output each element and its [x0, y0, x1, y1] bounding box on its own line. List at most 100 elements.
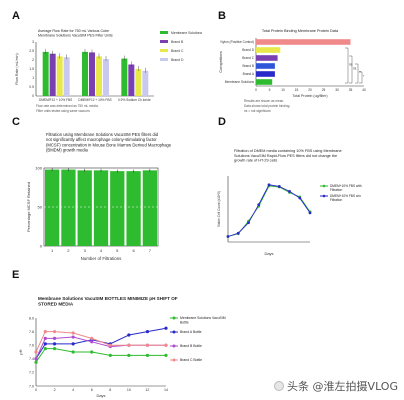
chart-a-legend-label: Brand C — [171, 49, 184, 53]
chart-d-xlabel: Days — [264, 251, 273, 256]
chart-e-legend-label: Brand B Bottle — [180, 344, 202, 348]
chart-e-point — [71, 350, 75, 354]
chart-e-point — [164, 326, 168, 330]
chart-a-subtitle: Membrane Solutions VacuSIM PES Filter Un… — [38, 34, 113, 38]
chart-c-bar — [61, 169, 76, 246]
chart-d-point — [226, 235, 230, 238]
chart-e-xlabel: Days — [96, 393, 105, 398]
chart-e-xtick: 10 — [127, 388, 131, 392]
chart-b-xtick: 40 — [362, 88, 366, 92]
chart-b-bracket — [359, 71, 363, 84]
chart-e-point — [43, 336, 47, 340]
chart-a-bar — [96, 56, 102, 96]
chart-b-annotation: ns — [353, 67, 357, 71]
chart-b-xtick: 10 — [281, 88, 285, 92]
chart-a-bar — [121, 58, 128, 96]
chart-a-bar — [56, 56, 63, 96]
chart-e-xtick: 8 — [109, 388, 111, 392]
chart-e-point — [71, 331, 75, 335]
chart-c-ylabel: Percentage MCSF Retained — [26, 182, 31, 232]
chart-d-series-line — [227, 185, 311, 237]
chart-e-ytick: 7.8 — [29, 330, 34, 334]
chart-c-title: Filtration using Membrane Solutions Vacu… — [46, 132, 172, 153]
chart-a-bar — [82, 51, 88, 96]
chart-a-ytick: 0 — [32, 94, 34, 98]
chart-c-bar — [45, 169, 60, 246]
chart-e-point — [43, 342, 47, 346]
chart-b-ylabel: Competitors — [218, 51, 223, 73]
chart-e-ytick: 7.4 — [29, 357, 34, 361]
chart-a-legend-label: Brand D — [171, 58, 184, 62]
chart-e-ytick: 7.2 — [29, 371, 34, 375]
chart-d-point — [288, 190, 291, 193]
chart-b-title: Total Protein Binding Membrane Protein D… — [262, 29, 339, 33]
chart-e: Membrane Solutions VacuSIM BOTTLES MINIM… — [18, 296, 226, 398]
chart-e-point — [34, 350, 38, 354]
chart-b-ytick: Brand C — [242, 56, 254, 60]
chart-d-point — [257, 203, 261, 206]
chart-c-bar — [77, 170, 92, 246]
chart-a-bar — [142, 70, 149, 96]
chart-e-point — [164, 353, 168, 357]
chart-b-bar — [256, 79, 273, 85]
chart-e-legend-label: Brand A Bottle — [180, 330, 202, 334]
chart-e-point — [145, 343, 150, 347]
chart-a-bar — [128, 64, 135, 96]
chart-e-xtick: 14 — [164, 388, 168, 392]
chart-e-point — [164, 343, 168, 347]
chart-e-point — [43, 330, 47, 334]
chart-c-xtick: 4 — [100, 248, 103, 253]
chart-e-xtick: 12 — [145, 388, 149, 392]
chart-b-ytick: Membrane Solutions — [225, 80, 255, 84]
chart-b-bar — [256, 55, 278, 61]
chart-e-ytick: 7.6 — [29, 344, 34, 348]
chart-e-legend-marker — [172, 316, 176, 320]
chart-e-point — [108, 343, 112, 347]
chart-c-bar — [93, 170, 109, 246]
panel-label-a: A — [12, 10, 20, 22]
chart-c-bar — [110, 171, 125, 246]
chart-e-point — [52, 336, 57, 340]
chart-e-legend-label: Membrane Solutions VacuSIM Bottle — [180, 316, 226, 324]
chart-a-legend-label: Brand B — [171, 40, 184, 44]
chart-c-xtick: 5 — [116, 248, 119, 253]
chart-a-title: Average Flow Rate for 750 mL Various Cub… — [38, 29, 109, 33]
chart-e-point — [52, 342, 57, 346]
chart-d-point — [267, 183, 271, 187]
chart-e-point — [90, 340, 94, 344]
chart-e-title: Membrane Solutions VacuSIM BOTTLES MINIM… — [38, 296, 178, 307]
chart-a-ytick: 1.5 — [29, 67, 34, 71]
chart-b-bar — [256, 71, 275, 77]
chart-a-ytick: 3 — [32, 40, 34, 44]
chart-b-bar — [256, 63, 275, 69]
chart-d-legend-marker — [322, 184, 326, 188]
chart-a-legend-swatch — [160, 49, 168, 52]
chart-d-legend-label: DMEM+10% FBS w/o Filtration — [330, 194, 361, 202]
chart-e-legend-label: Brand C Bottle — [180, 358, 202, 362]
chart-c-bar — [142, 170, 157, 246]
chart-d-point — [247, 221, 250, 225]
chart-c-xtick: 2 — [67, 248, 70, 253]
chart-b-annotation: * — [363, 75, 365, 79]
chart-c-xlabel: Number of Filtrations — [81, 256, 123, 261]
chart-a-ytick: 2.5 — [29, 49, 34, 53]
chart-b-note: ns = not significant — [244, 109, 271, 113]
chart-a-ytick: 1 — [32, 76, 34, 80]
chart-e-point — [108, 353, 112, 357]
chart-b-xtick: 25 — [322, 88, 326, 92]
watermark: 头条 @淮左拍摄VLOG — [274, 378, 398, 394]
chart-e-xtick: 2 — [54, 388, 56, 392]
chart-a-bar — [103, 59, 109, 96]
chart-b-ytick: Brand D — [242, 48, 254, 52]
watermark-logo-icon — [274, 381, 285, 391]
chart-b-xlabel: Total Protein (ug/filter) — [292, 94, 327, 98]
chart-e-point — [127, 353, 131, 357]
chart-b-ytick: Nylon (Positive Control) — [221, 40, 254, 44]
chart-b-bracket — [349, 55, 353, 84]
chart-b-bracket — [355, 63, 359, 84]
chart-c-xtick: 7 — [149, 248, 152, 253]
chart-e-legend-marker — [172, 330, 176, 334]
chart-d-legend-marker — [322, 194, 326, 198]
chart-b: Total Protein Binding Membrane Protein D… — [218, 29, 366, 113]
chart-a-legend-swatch — [160, 58, 168, 61]
